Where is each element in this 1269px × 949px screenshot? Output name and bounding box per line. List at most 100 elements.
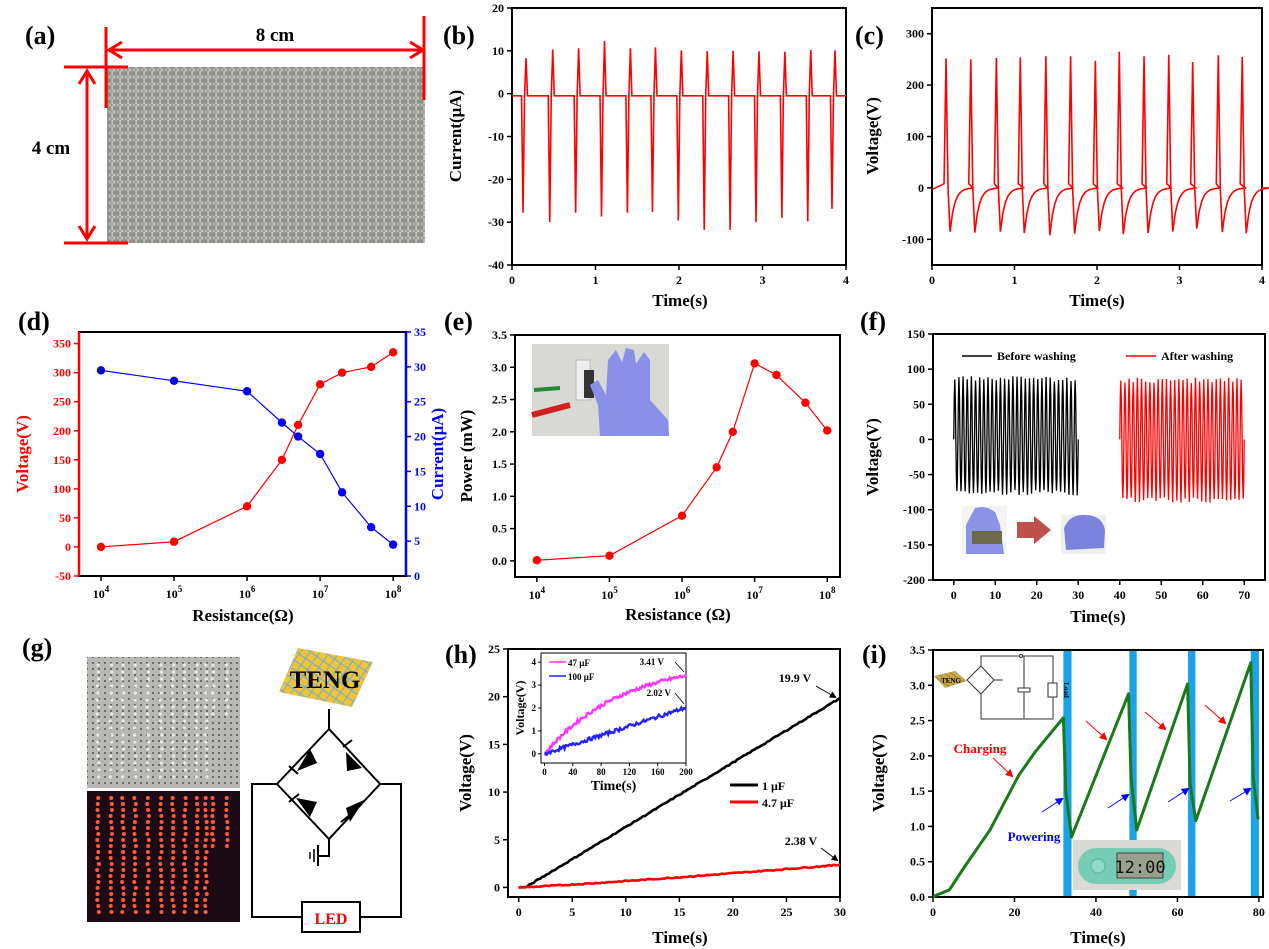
led-glow <box>132 796 137 800</box>
led-glow <box>145 826 150 830</box>
led-glow <box>195 856 200 860</box>
probe-icon <box>533 386 561 392</box>
led-glow <box>133 844 138 848</box>
powering-arrow <box>1107 793 1130 809</box>
led-bead <box>121 747 126 751</box>
y-tick-label: 25 <box>414 395 426 409</box>
led-glow <box>121 856 126 860</box>
led-glow <box>108 874 113 878</box>
led-glow <box>121 832 126 836</box>
x-tick-label: 2 <box>676 273 682 287</box>
led-bead <box>133 726 137 730</box>
y-tick-label: 20 <box>414 430 426 444</box>
led-bead <box>194 761 199 765</box>
current-data-point <box>169 376 179 385</box>
inset-x-tick-label: 0 <box>542 767 547 777</box>
led-glow <box>203 856 208 860</box>
voltage-data-point <box>388 348 398 357</box>
led-bead <box>96 754 100 758</box>
led-glow <box>159 886 164 890</box>
power-data-point <box>532 556 542 565</box>
led-glow <box>194 910 199 914</box>
y-tick-label: 3.5 <box>492 328 507 342</box>
led-bead <box>108 705 113 709</box>
switch-icon <box>1019 654 1023 658</box>
led-glow <box>146 808 151 812</box>
led-glow <box>96 796 101 800</box>
led-bead <box>159 691 163 695</box>
y-tick-label: 3.0 <box>492 360 507 374</box>
led-glow <box>158 802 163 806</box>
led-glow <box>109 838 114 842</box>
led-bead <box>95 712 99 716</box>
led-bead <box>145 698 149 702</box>
voltage-data-point <box>337 368 347 377</box>
led-bead <box>133 740 137 744</box>
led-bead <box>195 740 199 744</box>
led-glow <box>210 796 215 800</box>
led-bead <box>205 726 209 730</box>
led-glow <box>146 868 151 872</box>
led-bead <box>225 712 229 716</box>
led-glow <box>183 808 188 812</box>
led-glow <box>170 898 175 902</box>
led-glow <box>120 874 125 878</box>
led-glow <box>195 826 200 830</box>
current-data-point <box>96 366 106 375</box>
x-tick-label: 60 <box>1171 905 1183 919</box>
y-axis-title: Voltage(V) <box>863 97 882 175</box>
led-bead <box>145 719 150 723</box>
led-bead <box>146 663 150 667</box>
led-bead <box>96 726 100 730</box>
led-glow <box>204 832 209 836</box>
x-tick-label: 2 <box>1094 273 1100 287</box>
y-tick-label: 0.5 <box>910 855 925 869</box>
led-glow <box>194 850 199 854</box>
led-glow <box>145 904 150 908</box>
led-glow <box>210 808 215 812</box>
led-bead <box>210 677 214 681</box>
led-glow <box>171 904 176 908</box>
power-data-point <box>750 359 759 368</box>
led-glow <box>170 880 175 884</box>
led-bead <box>109 726 113 730</box>
led-bead <box>109 761 113 765</box>
led-glow <box>109 832 114 836</box>
led-glow <box>95 808 100 812</box>
led-glow <box>159 880 164 884</box>
led-glow <box>120 796 125 800</box>
led-bead <box>226 705 230 709</box>
led-bead <box>97 768 101 772</box>
led-bead <box>225 670 229 674</box>
led-glow <box>121 868 126 872</box>
led-bead <box>205 684 209 688</box>
plot-frame <box>514 334 841 578</box>
led-glow <box>182 910 187 914</box>
y-tick-label: 20 <box>488 690 500 704</box>
led-glow <box>159 850 164 854</box>
chart-b: (b) -40 -30 -20 -10 0 10 20 0 1 2 3 4 Current(μA) Time… <box>443 1 849 310</box>
led-glow <box>132 892 137 896</box>
x-tick-label: 1 <box>593 273 599 287</box>
led-glow <box>194 796 199 800</box>
led-glow <box>95 856 100 860</box>
led-glow <box>109 910 114 914</box>
inset-y-tick-label: 1 <box>532 726 537 736</box>
led-bead <box>121 663 125 667</box>
led-bead <box>145 761 149 765</box>
annotation-arrow <box>815 685 837 699</box>
led-glow <box>145 910 150 914</box>
led-bead <box>204 677 208 681</box>
led-bead <box>96 733 100 737</box>
y-tick-label: 1.0 <box>492 489 507 503</box>
led-bead <box>133 705 137 709</box>
led-bead <box>145 684 150 688</box>
led-glow <box>146 838 151 842</box>
load-resistor-icon <box>1047 682 1058 698</box>
led-bead <box>160 768 164 772</box>
led-bead <box>212 698 216 702</box>
y-tick-label: 0.0 <box>910 890 925 904</box>
led-bead <box>194 670 198 674</box>
led-glow <box>203 802 208 806</box>
led-glow <box>109 826 114 830</box>
